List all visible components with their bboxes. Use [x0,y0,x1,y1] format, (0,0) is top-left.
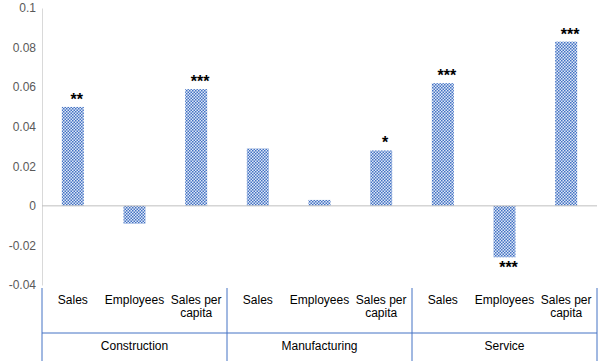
x-tick: Sales percapita [541,292,592,320]
group-separator [597,288,598,361]
bar [370,150,392,205]
annotation: * [382,134,389,151]
y-axis: -0.04 -0.02 0 0.02 0.04 0.06 0.08 0.1 [9,1,43,292]
group-separator [412,288,413,361]
x-tick-label-line: Sales per [356,293,407,307]
x-tick: Sales percapita [356,292,407,320]
x-tick-label-line: Sales per [541,293,592,307]
x-tick: Sales percapita [171,292,222,320]
x-tick: Employees [290,292,349,307]
x-tick-label-line: Sales per [171,293,222,307]
annotation: *** [499,259,518,276]
y-axis-line [42,9,43,286]
y-tick: 0 [29,199,42,213]
x-tick-label-line: capita [365,306,397,320]
y-tick: -0.04 [9,278,42,292]
category-frame [42,288,597,361]
y-tick: 0.06 [13,80,42,94]
x-tick-label: Employees [290,293,349,307]
x-tick-label: Employees [105,293,164,307]
y-tick-label: -0.04 [9,278,37,292]
x-tick-label-line: Employees [105,293,164,307]
bar [432,83,454,206]
group-label: Construction [101,339,168,353]
group-divider [42,333,597,334]
bar [247,148,269,205]
x-tick-label: Sales [58,293,88,307]
x-tick-label: Sales percapita [356,293,407,321]
y-tick-label: -0.02 [9,239,37,253]
x-tick-label: Employees [475,293,534,307]
y-tick-label: 0 [29,199,36,213]
group-label: Manufacturing [281,339,357,353]
annotation: *** [191,73,210,90]
bars [62,42,577,258]
y-tick-label: 0.06 [13,80,37,94]
x-tick-label: Sales [243,293,273,307]
annotation: *** [437,67,456,84]
chart: -0.04-0.0200.020.040.060.080.1**********… [0,0,600,361]
y-tick-label: 0.08 [13,41,37,55]
bar [494,206,516,257]
x-tick-label-line: Employees [475,293,534,307]
x-tick: Employees [475,292,534,307]
bar [62,107,84,206]
y-tick: 0.02 [13,160,42,174]
x-tick-label-line: Employees [290,293,349,307]
x-tick-label-line: capita [180,306,212,320]
annotation: ** [71,91,84,108]
x-axis: SalesEmployeesSales percapitaSalesEmploy… [58,292,592,320]
x-tick: Sales [243,292,273,307]
x-tick: Employees [105,292,164,307]
bar [185,89,207,206]
y-tick: 0.1 [19,1,42,15]
annotations: *************** [71,26,581,277]
group-label: Service [484,339,524,353]
y-tick: -0.02 [9,239,42,253]
annotation: *** [561,26,580,43]
x-tick-label: Sales percapita [541,293,592,321]
bar [124,206,146,224]
y-tick: 0.08 [13,41,42,55]
y-tick-label: 0.02 [13,160,37,174]
bar [555,42,577,206]
x-tick-label-line: capita [550,306,582,320]
y-tick: 0.04 [13,120,42,134]
x-tick-label: Sales [428,293,458,307]
y-tick-label: 0.1 [19,1,36,15]
x-tick: Sales [58,292,88,307]
bar [309,200,331,206]
zero-line [42,205,597,206]
y-tick-label: 0.04 [13,120,37,134]
group-separator [227,288,228,361]
x-tick: Sales [428,292,458,307]
group-separator [42,288,43,361]
x-tick-label: Sales percapita [171,293,222,321]
